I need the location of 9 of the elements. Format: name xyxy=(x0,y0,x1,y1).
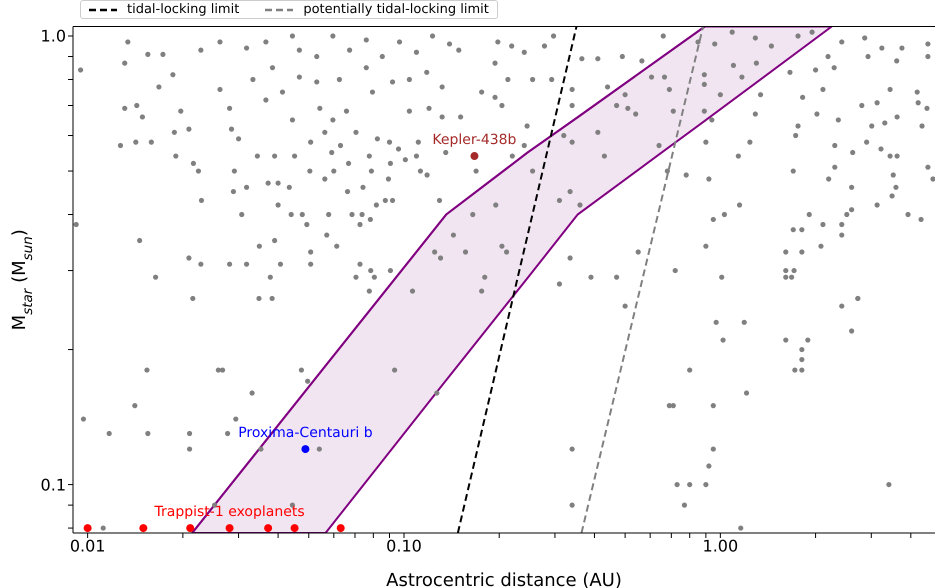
legend-label: tidal-locking limit xyxy=(127,2,240,17)
x-axis-title: Astrocentric distance (AU) xyxy=(386,570,622,588)
x-tick-label: 1.00 xyxy=(702,536,738,556)
legend-label: potentially tidal-locking limit xyxy=(303,2,489,17)
series-label: Kepler-438b xyxy=(432,132,517,148)
y-tick-label: 1.0 xyxy=(40,26,66,46)
x-tick-label: 0.01 xyxy=(70,536,106,556)
y-tick-label: 0.1 xyxy=(40,475,66,494)
x-tick-label: 0.10 xyxy=(386,536,422,556)
